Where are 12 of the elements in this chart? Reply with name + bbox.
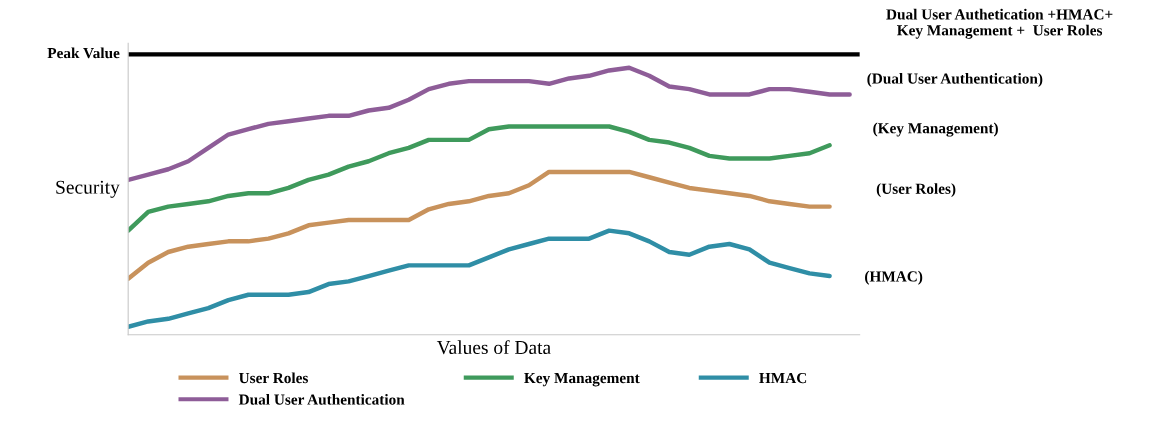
legend-label: Dual User Authentication xyxy=(238,393,405,405)
text: (Key Management) xyxy=(873,122,998,137)
ref-line-label: Peak Value xyxy=(47,47,120,59)
text: Dual User Authetication +HMAC+ Key Management + User Roles xyxy=(886,8,1113,39)
legend-label: User Roles xyxy=(239,372,308,384)
text: (Dual User Authentication) xyxy=(867,72,1043,87)
legend-label: Key Management xyxy=(524,373,640,387)
text: (HMAC) xyxy=(865,270,923,285)
x-axis-title: Values of Data xyxy=(436,340,551,355)
text: (User Roles) xyxy=(876,183,956,198)
y-axis-title: Security xyxy=(56,180,120,198)
legend-label: HMAC xyxy=(759,372,807,384)
